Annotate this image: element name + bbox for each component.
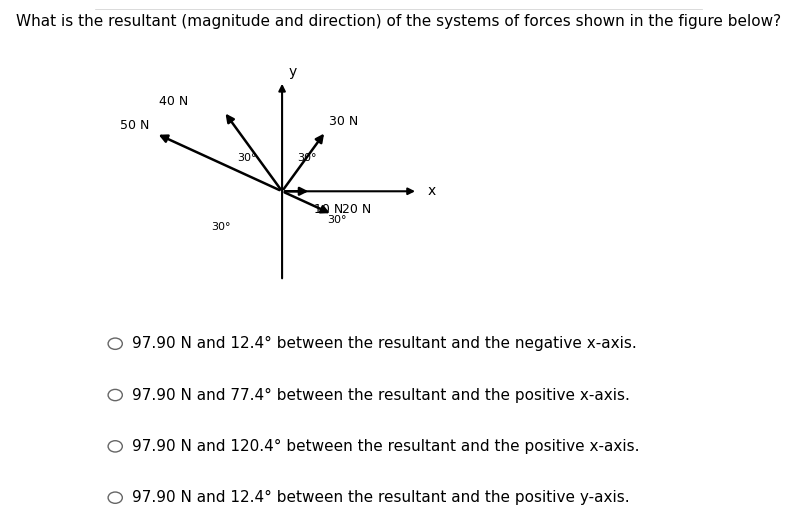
Text: 50 N: 50 N [120, 119, 150, 132]
Text: 30°: 30° [237, 153, 257, 163]
Text: 97.90 N and 12.4° between the resultant and the positive y-axis.: 97.90 N and 12.4° between the resultant … [132, 490, 630, 505]
Text: 97.90 N and 12.4° between the resultant and the negative x-axis.: 97.90 N and 12.4° between the resultant … [132, 336, 637, 351]
Text: 30 N: 30 N [329, 115, 358, 127]
Text: x: x [428, 184, 436, 198]
Text: 97.90 N and 120.4° between the resultant and the positive x-axis.: 97.90 N and 120.4° between the resultant… [132, 439, 639, 454]
Text: 30°: 30° [211, 222, 230, 232]
Text: 40 N: 40 N [159, 94, 188, 107]
Text: 30°: 30° [328, 215, 347, 224]
Text: y: y [289, 66, 296, 79]
Text: 97.90 N and 77.4° between the resultant and the positive x-axis.: 97.90 N and 77.4° between the resultant … [132, 388, 630, 402]
Text: 30°: 30° [297, 153, 316, 163]
Text: 20 N: 20 N [342, 203, 371, 216]
Text: What is the resultant (magnitude and direction) of the systems of forces shown i: What is the resultant (magnitude and dir… [16, 14, 781, 29]
Text: 10 N: 10 N [315, 203, 344, 216]
